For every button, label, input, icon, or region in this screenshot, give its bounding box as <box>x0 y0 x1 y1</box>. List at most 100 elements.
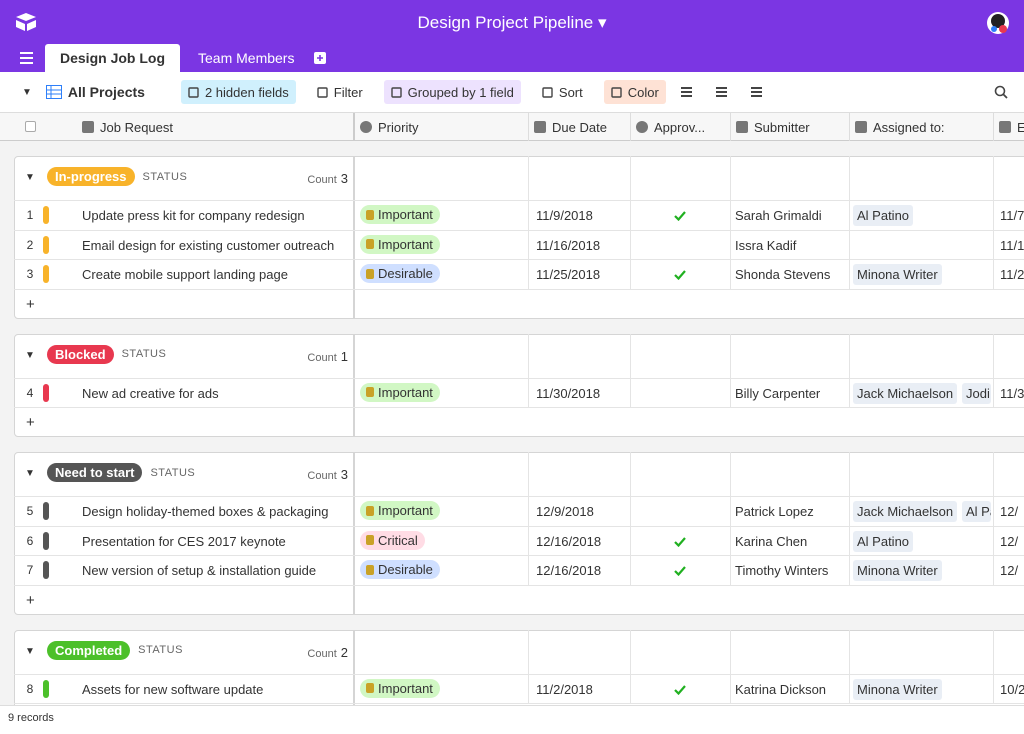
cell-divider <box>849 525 850 555</box>
job-request[interactable]: New ad creative for ads <box>82 385 219 401</box>
priority-icon <box>366 505 374 516</box>
row-line <box>14 259 1024 260</box>
assignee-chip: Minona Writer <box>853 560 942 581</box>
approved-check <box>674 268 686 283</box>
row-line <box>14 200 1024 201</box>
row-number: 1 <box>26 208 34 222</box>
job-request[interactable]: Create mobile support landing page <box>82 267 288 282</box>
count-label: Count <box>307 470 337 482</box>
assignee-chip: Al Patino <box>853 205 914 226</box>
count-label: Count <box>307 351 337 364</box>
cell-divider <box>630 496 631 526</box>
status-bar <box>43 265 49 283</box>
column-title[interactable]: Due Date <box>552 120 607 135</box>
top-bar: Design Project Pipeline ▾ Design Job Log… <box>0 0 1024 72</box>
priority-text: Important <box>378 207 433 222</box>
collapse-arrow[interactable]: ▼ <box>25 645 35 657</box>
job-request[interactable]: Update press kit for company redesign <box>82 208 305 223</box>
pane-divider <box>353 333 355 437</box>
group-panel <box>14 156 1024 319</box>
job-request[interactable]: Email design for existing customer outre… <box>82 237 335 253</box>
add-row[interactable]: + <box>26 414 35 431</box>
add-row[interactable]: + <box>26 295 35 313</box>
column-header: Job Request Priority Due Date Approv... Subm… <box>0 113 1024 141</box>
menu-icon[interactable] <box>20 52 34 64</box>
status-bar <box>43 502 49 520</box>
collapse-arrow[interactable]: ▼ <box>25 468 35 479</box>
approved-check <box>674 535 686 550</box>
job-request[interactable]: New version of setup & installation guid… <box>82 563 317 578</box>
extra-date: 11/2 <box>1000 267 1024 282</box>
logo[interactable] <box>15 12 37 32</box>
priority-icon <box>366 564 374 575</box>
cell-divider <box>630 452 631 496</box>
add-row[interactable]: + <box>26 591 35 609</box>
collapse-arrow[interactable]: ▼ <box>25 349 35 361</box>
submitter: Timothy Winters <box>735 563 829 578</box>
toolbar: ▼ All Projects 2 hidden fields Filter Grou… <box>0 72 1024 113</box>
cell-divider <box>849 377 850 407</box>
cell-divider <box>849 673 850 703</box>
cell-divider <box>730 496 731 526</box>
cell-divider <box>849 452 850 496</box>
button-label: Filter <box>333 84 363 100</box>
collapse-arrow[interactable]: ▼ <box>25 172 35 183</box>
cell-divider <box>528 673 529 703</box>
view-toggle[interactable]: ▼ <box>22 86 32 98</box>
priority-pill: Important <box>360 678 440 698</box>
toolbar-button[interactable]: Sort <box>535 80 590 104</box>
cell-divider <box>993 200 994 230</box>
avatar[interactable] <box>986 11 1010 35</box>
toolbar-button[interactable]: Color <box>603 80 666 104</box>
column-title[interactable]: Approv... <box>654 120 706 135</box>
row-line <box>14 377 1024 379</box>
field-icon <box>360 121 372 133</box>
field-icon <box>855 121 867 133</box>
base-title[interactable]: Design Project Pipeline ▾ <box>417 13 607 32</box>
view-name[interactable]: All Projects <box>67 84 145 100</box>
priority-text: Critical <box>378 532 418 548</box>
cell-divider <box>630 629 631 674</box>
cell-divider <box>730 452 731 496</box>
approved-check <box>674 209 686 224</box>
toolbar-button[interactable]: 2 hidden fields <box>180 80 296 104</box>
cell-divider <box>528 377 529 407</box>
due-date: 11/25/2018 <box>536 267 601 282</box>
toolbar-button[interactable]: Grouped by 1 field <box>383 80 521 104</box>
toolbar-button[interactable]: Filter <box>310 80 370 104</box>
due-date: 12/16/2018 <box>536 533 602 549</box>
select-all[interactable] <box>25 121 36 132</box>
cell-divider <box>993 377 994 407</box>
cell-divider <box>528 333 529 378</box>
count-label: Count <box>307 174 337 186</box>
toolbar-icon[interactable] <box>715 86 728 98</box>
assignee-chip: Minona Writer <box>853 678 942 700</box>
column-title[interactable]: Priority <box>378 120 419 135</box>
cell-divider <box>630 259 631 289</box>
pane-divider <box>353 629 355 733</box>
job-request[interactable]: Design holiday-themed boxes & packaging <box>82 504 329 519</box>
column-title[interactable]: E <box>1017 120 1024 135</box>
toolbar-icon[interactable] <box>750 86 763 98</box>
priority-text: Important <box>378 384 433 400</box>
column-title[interactable]: Assigned to: <box>873 120 945 135</box>
group-count: Count 2 <box>240 645 348 660</box>
row-number: 7 <box>26 563 34 577</box>
cell-divider <box>730 156 731 200</box>
count-label: Count <box>307 647 337 660</box>
column-title[interactable]: Job Request <box>100 120 173 135</box>
count-value: 1 <box>340 348 348 364</box>
cell-divider <box>849 333 850 378</box>
footer: 9 records <box>0 705 1024 734</box>
add-tab[interactable] <box>312 44 328 72</box>
tab[interactable]: Design Job Log <box>45 44 180 72</box>
tab[interactable]: Team Members <box>198 50 295 66</box>
search-icon[interactable] <box>994 85 1008 102</box>
column-title[interactable]: Submitter <box>754 120 810 135</box>
cell-divider <box>528 229 529 259</box>
job-request[interactable]: Presentation for CES 2017 keynote <box>82 533 286 549</box>
priority-text: Important <box>378 503 433 518</box>
toolbar-icon[interactable] <box>680 86 693 98</box>
job-request[interactable]: Assets for new software update <box>82 681 264 697</box>
